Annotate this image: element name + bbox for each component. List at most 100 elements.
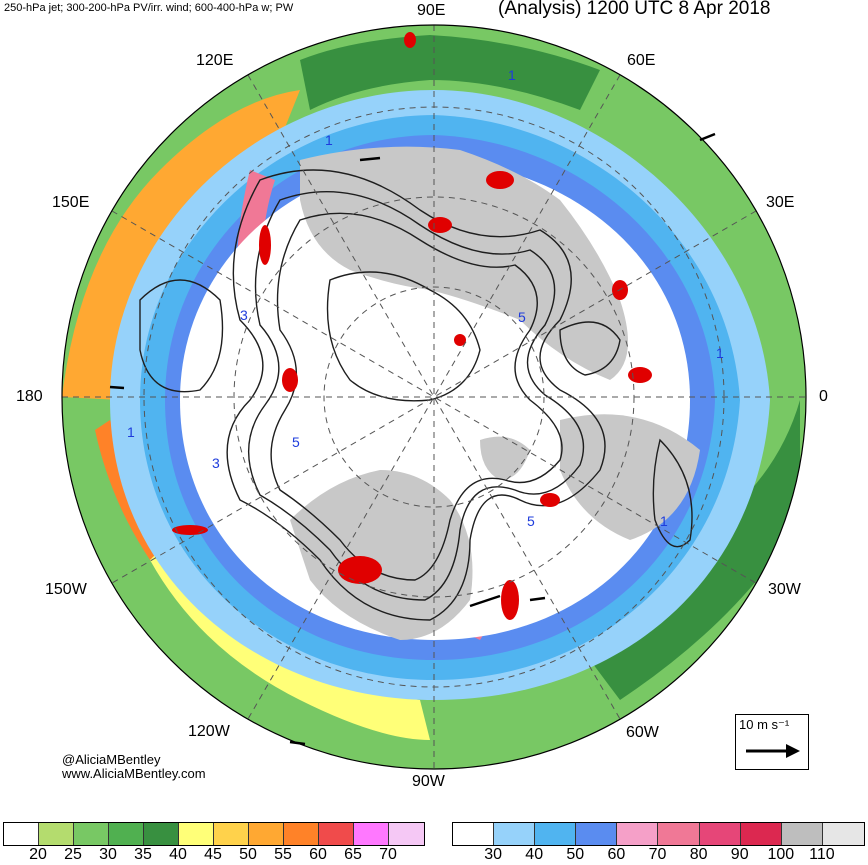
legend-swatch: [658, 823, 700, 845]
legend-swatch: [144, 823, 179, 845]
legend-tick-label: 40: [525, 846, 544, 863]
contour-label: 5: [292, 434, 300, 450]
legend-swatch: [781, 823, 823, 845]
pv-contours: [139, 169, 693, 621]
lon-label-180: 180: [16, 388, 43, 405]
vm-blob: [338, 556, 382, 584]
credit-twitter: @AliciaMBentley: [62, 752, 161, 767]
legend-swatch: [249, 823, 284, 845]
legend-swatch: [179, 823, 214, 845]
contour-labels: 1 1 1 1 1 3 3 5 5 5: [127, 67, 724, 529]
lon-label-0: 0: [819, 388, 828, 405]
contour-label: 3: [212, 455, 220, 471]
legend-tick-label: 65: [344, 846, 362, 863]
meridian-150e-30w: [111, 210, 757, 584]
legend-tick-label: 50: [239, 846, 257, 863]
vm-blob: [486, 171, 514, 189]
legend-tick-label: 70: [648, 846, 667, 863]
vm-blob: [501, 580, 519, 620]
meridian-120e-60w: [247, 74, 621, 720]
lon-label-150w: 150W: [45, 581, 87, 598]
latitude-circle: [323, 286, 545, 508]
legend-swatch: [822, 823, 864, 845]
meridian-60e-120w: [247, 74, 621, 720]
legend-tick-label: 90: [730, 846, 749, 863]
contour-label: 1: [127, 424, 135, 440]
wind-arrow: [469, 594, 501, 608]
legend-swatch: [74, 823, 109, 845]
contour-label: 5: [527, 513, 535, 529]
legend-tick-label: 70: [379, 846, 397, 863]
legend-tick-label: 30: [99, 846, 117, 863]
legend-swatch: [39, 823, 74, 845]
contour-label: 1: [325, 132, 333, 148]
vm-blob: [404, 32, 416, 48]
legend-swatch: [617, 823, 659, 845]
wind-arrow: [529, 596, 546, 602]
meridian-30e-150w: [111, 210, 757, 584]
legend-swatch: [740, 823, 782, 845]
legend-swatch: [535, 823, 577, 845]
legend-tick-label: 110: [809, 846, 835, 863]
pv-contour-3: [270, 212, 563, 581]
lon-label-120w: 120W: [188, 723, 230, 740]
wind-arrow: [359, 156, 381, 162]
contour-label: 1: [508, 67, 516, 83]
pv-contour-1: [226, 169, 606, 621]
graticule: [62, 25, 806, 769]
reference-vector-label: 10 m s⁻¹: [739, 717, 790, 732]
legend-swatch: [576, 823, 618, 845]
vm-blob: [428, 217, 452, 233]
legend-swatch: [699, 823, 741, 845]
vm-blob: [540, 493, 560, 507]
vm-blob: [454, 334, 466, 346]
legend-swatch: [494, 823, 536, 845]
lon-label-30e: 30E: [766, 194, 795, 211]
map-boundary: [61, 24, 807, 770]
contour-label: 1: [716, 345, 724, 361]
legend-swatch: [214, 823, 249, 845]
legend-swatch: [354, 823, 389, 845]
vm-blob: [628, 367, 652, 383]
legend-swatch: [284, 823, 319, 845]
legend-tick-label: 60: [309, 846, 327, 863]
pv-contour-2: [247, 191, 585, 601]
legend-tick-label: 35: [134, 846, 152, 863]
legend-tick-label: 55: [274, 846, 292, 863]
legend-swatch: [453, 823, 495, 845]
legend-precipitable-water: [3, 822, 425, 846]
credit-website: www.AliciaMBentley.com: [62, 766, 206, 781]
reference-vector-box: 10 m s⁻¹: [735, 714, 809, 770]
lon-label-90e: 90E: [417, 2, 446, 19]
legend-swatch: [319, 823, 354, 845]
contour-label: 3: [240, 307, 248, 323]
pv-contour-5: [652, 438, 693, 548]
legend-tick-label: 50: [566, 846, 585, 863]
vm-blob: [172, 525, 208, 535]
legend-tick-label: 40: [169, 846, 187, 863]
legend-swatch: [109, 823, 144, 845]
pv-contour-4: [326, 271, 481, 402]
legend-tick-label: 80: [689, 846, 708, 863]
legend-jet-speed: [452, 822, 865, 846]
header-right-title: (Analysis) 1200 UTC 8 Apr 2018: [498, 0, 771, 19]
reference-arrow-icon: [746, 744, 800, 758]
vm-blob: [282, 368, 298, 392]
wind-arrow: [109, 385, 125, 390]
lon-label-30w: 30W: [768, 581, 801, 598]
legend-tick-label: 60: [607, 846, 626, 863]
legend-swatch: [389, 823, 424, 845]
pw-north-band: [300, 35, 600, 110]
legend-tick-label: 100: [767, 846, 795, 863]
legend-tick-label: 30: [484, 846, 502, 863]
legend-tick-label: 45: [204, 846, 222, 863]
legend-tick-label: 20: [29, 846, 47, 863]
header-left-title: 250-hPa jet; 300-200-hPa PV/irr. wind; 6…: [4, 2, 294, 14]
lon-label-60e: 60E: [627, 52, 656, 69]
legend-tick-label: 25: [64, 846, 82, 863]
pv-contour-6: [139, 279, 224, 393]
contour-label: 5: [518, 309, 526, 325]
pv-contour-7: [559, 321, 621, 376]
lon-label-150e: 150E: [52, 194, 90, 211]
